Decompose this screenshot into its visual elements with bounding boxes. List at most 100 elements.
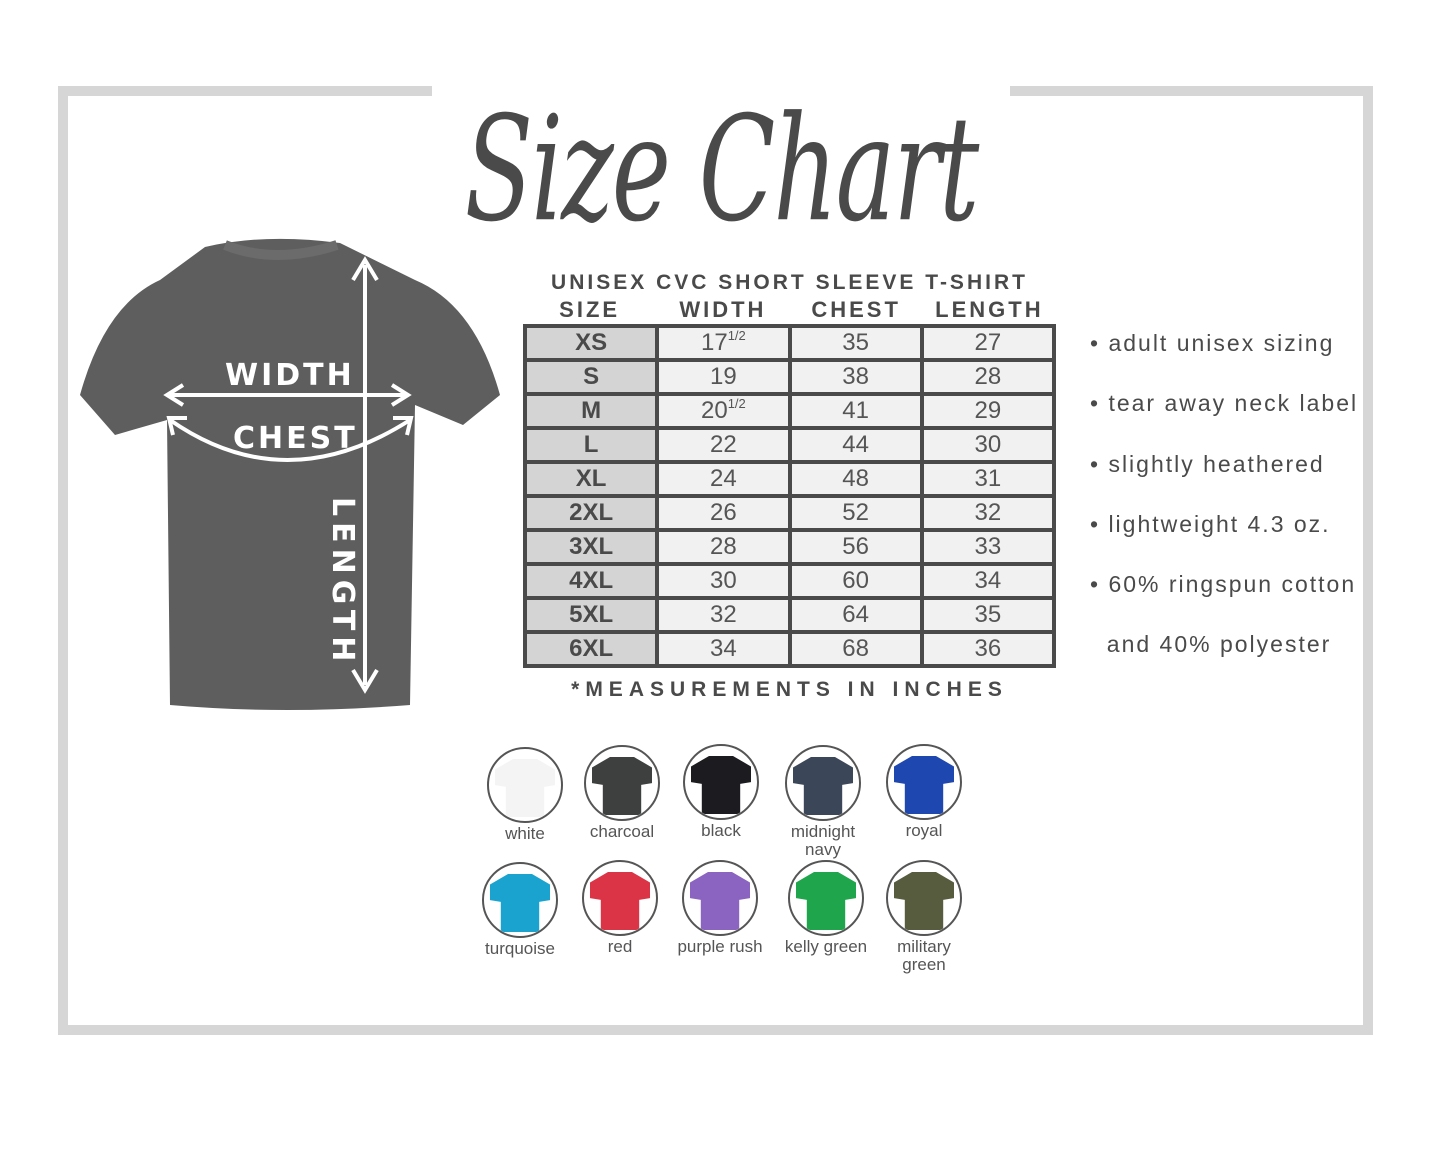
table-row: M 201/2 41 29 [522, 392, 1057, 430]
table-row: XS 171/2 35 27 [522, 324, 1057, 362]
color-swatch: white [475, 747, 575, 843]
feature-item: • lightweight 4.3 oz. [1090, 510, 1331, 537]
width-cell: 201/2 [655, 392, 792, 430]
color-label: military green [897, 937, 951, 974]
width-cell: 30 [655, 562, 792, 600]
measure-arrows [163, 256, 414, 694]
feature-item: • 60% ringspun cotton [1090, 571, 1357, 598]
tshirt-icon [487, 747, 563, 823]
size-cell: 3XL [522, 528, 660, 566]
color-label: turquoise [485, 939, 555, 958]
color-label: charcoal [589, 822, 655, 841]
table-title: UNISEX CVC SHORT SLEEVE T-SHIRT [551, 271, 1028, 294]
table-header: SIZE WIDTH CHEST LENGTH [523, 297, 1056, 323]
chest-cell: 60 [787, 562, 924, 600]
color-label: red [607, 937, 633, 956]
table-row: 2XL 26 52 32 [522, 494, 1057, 532]
length-cell: 34 [919, 562, 1057, 600]
table-row: XL 24 48 31 [522, 460, 1057, 498]
feature-item: and 40% polyester [1090, 631, 1332, 658]
chest-cell: 44 [787, 426, 924, 464]
size-cell: M [522, 392, 660, 430]
size-cell: 5XL [522, 596, 660, 634]
color-swatch: charcoal [572, 745, 672, 841]
color-swatch: purple rush [670, 860, 770, 956]
table-row: L 22 44 30 [522, 426, 1057, 464]
chest-cell: 68 [787, 630, 924, 668]
chest-cell: 38 [787, 358, 924, 396]
width-label: WIDTH [225, 358, 355, 393]
tshirt-diagram: WIDTH CHEST LENGTH [80, 238, 500, 711]
length-cell: 36 [919, 630, 1057, 668]
size-cell: XL [522, 460, 660, 498]
color-swatch: kelly green [776, 860, 876, 956]
color-swatch: red [570, 860, 670, 956]
table-row: 6XL 34 68 36 [522, 630, 1057, 668]
feature-list: • adult unisex sizing • tear away neck l… [1090, 328, 1358, 690]
feature-item: • adult unisex sizing [1090, 330, 1335, 356]
size-table: XS 171/2 35 27 S 19 38 28 M 201/2 41 29 L 22 44 30 XL 24 4… [522, 324, 1057, 668]
tshirt-icon [482, 862, 558, 938]
tshirt-icon [788, 860, 864, 936]
chest-cell: 56 [787, 528, 924, 566]
header-size: SIZE [559, 297, 621, 322]
length-cell: 35 [919, 596, 1057, 634]
table-row: 4XL 30 60 34 [522, 562, 1057, 600]
size-cell: 4XL [522, 562, 660, 600]
header-length: LENGTH [935, 297, 1044, 322]
tshirt-shape [80, 238, 500, 711]
table-row: 3XL 28 56 33 [522, 528, 1057, 566]
tshirt-icon [785, 745, 861, 821]
measurement-note: *MEASUREMENTS IN INCHES [571, 678, 1008, 701]
size-cell: 2XL [522, 494, 660, 532]
length-label: LENGTH [325, 497, 360, 667]
color-swatch: turquoise [470, 862, 570, 958]
chest-cell: 64 [787, 596, 924, 634]
table-row: 5XL 32 64 35 [522, 596, 1057, 634]
width-cell: 32 [655, 596, 792, 634]
tshirt-icon [683, 744, 759, 820]
color-swatch: black [671, 744, 771, 840]
color-label: royal [905, 821, 943, 840]
size-cell: S [522, 358, 660, 396]
length-cell: 29 [919, 392, 1057, 430]
color-swatch: royal [874, 744, 974, 840]
table-row: S 19 38 28 [522, 358, 1057, 396]
size-cell: L [522, 426, 660, 464]
length-cell: 28 [919, 358, 1057, 396]
chest-cell: 52 [787, 494, 924, 532]
length-cell: 33 [919, 528, 1057, 566]
color-swatch: midnight navy [773, 745, 873, 859]
size-cell: 6XL [522, 630, 660, 668]
tshirt-icon [582, 860, 658, 936]
color-label: purple rush [677, 937, 763, 956]
length-cell: 31 [919, 460, 1057, 498]
width-cell: 19 [655, 358, 792, 396]
size-cell: XS [522, 324, 660, 362]
color-label: kelly green [784, 937, 868, 956]
chest-cell: 35 [787, 324, 924, 362]
chest-label: CHEST [233, 421, 358, 456]
width-cell: 26 [655, 494, 792, 532]
width-cell: 171/2 [655, 324, 792, 362]
color-label: black [701, 821, 741, 840]
length-cell: 32 [919, 494, 1057, 532]
width-cell: 34 [655, 630, 792, 668]
color-swatch: military green [874, 860, 974, 974]
tshirt-icon [886, 860, 962, 936]
header-width: WIDTH [679, 297, 767, 322]
tshirt-icon [584, 745, 660, 821]
width-cell: 24 [655, 460, 792, 498]
width-cell: 28 [655, 528, 792, 566]
header-chest: CHEST [811, 297, 901, 322]
feature-item: • slightly heathered [1090, 450, 1325, 477]
width-cell: 22 [655, 426, 792, 464]
color-label: white [505, 824, 545, 843]
tshirt-icon [682, 860, 758, 936]
page-title: Size Chart [464, 84, 980, 255]
chest-cell: 41 [787, 392, 924, 430]
color-label: midnight navy [790, 822, 856, 859]
chest-cell: 48 [787, 460, 924, 498]
length-cell: 27 [919, 324, 1057, 362]
length-cell: 30 [919, 426, 1057, 464]
